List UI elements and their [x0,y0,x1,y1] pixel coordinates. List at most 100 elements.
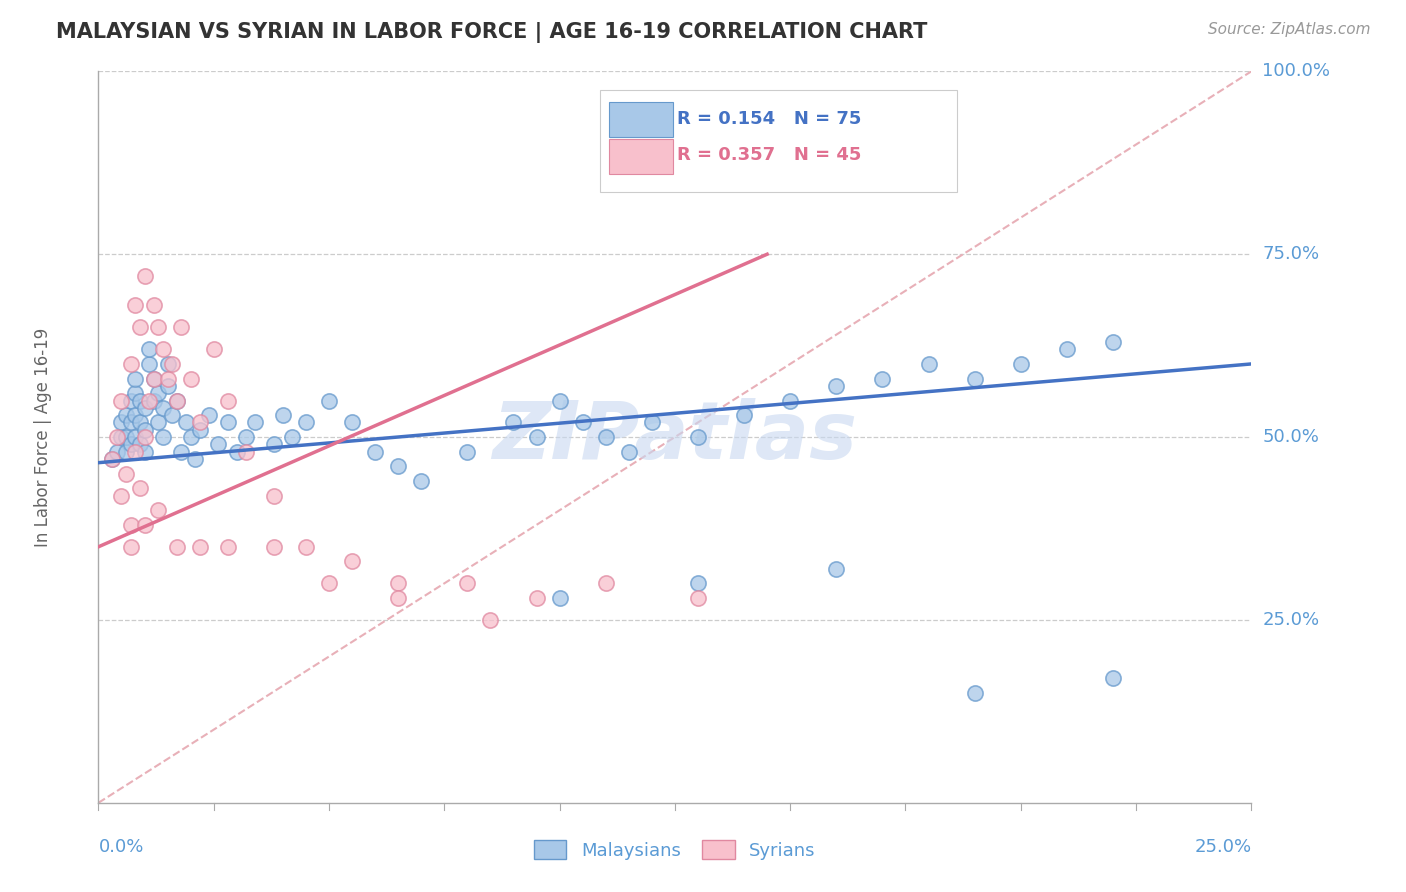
Point [479,613,502,627]
Point [387,459,409,474]
Point [148,416,170,430]
Point [502,416,524,430]
Point [202,343,225,357]
Point [963,686,986,700]
Point [138,343,160,357]
Point [245,416,267,430]
Point [134,430,156,444]
Point [281,430,304,444]
Point [387,591,409,605]
Point [129,437,152,451]
Point [110,489,132,503]
Point [235,430,257,444]
Point [124,408,146,422]
Point [120,517,142,532]
Point [142,298,165,312]
Point [120,357,142,371]
Point [170,444,193,458]
Point [166,393,188,408]
Point [152,343,174,357]
Point [526,430,548,444]
Point [134,517,156,532]
Point [595,430,617,444]
Point [166,540,188,554]
Point [120,393,142,408]
Point [124,298,146,312]
Legend: Malaysians, Syrians: Malaysians, Syrians [527,833,823,867]
Point [318,393,340,408]
Text: MALAYSIAN VS SYRIAN IN LABOR FORCE | AGE 16-19 CORRELATION CHART: MALAYSIAN VS SYRIAN IN LABOR FORCE | AGE… [56,22,928,44]
Point [138,393,160,408]
Text: R = 0.357   N = 45: R = 0.357 N = 45 [678,146,862,164]
Point [134,401,156,415]
Point [411,474,433,488]
Point [340,554,363,568]
Point [134,423,156,437]
Point [963,371,986,385]
Text: 75.0%: 75.0% [1263,245,1320,263]
Point [207,437,229,451]
Point [120,416,142,430]
Point [105,430,128,444]
Point [235,444,257,458]
Point [180,371,202,385]
Point [263,540,285,554]
Point [120,540,142,554]
Point [174,416,197,430]
Point [225,444,247,458]
Point [548,393,571,408]
Point [156,357,179,371]
Text: ZIPatlas: ZIPatlas [492,398,858,476]
Text: In Labor Force | Age 16-19: In Labor Force | Age 16-19 [34,327,52,547]
Text: R = 0.154   N = 75: R = 0.154 N = 75 [678,110,862,128]
Point [917,357,939,371]
Point [156,379,179,393]
Point [115,467,138,481]
Point [152,401,174,415]
Point [148,320,170,334]
Text: Source: ZipAtlas.com: Source: ZipAtlas.com [1208,22,1371,37]
Point [263,437,285,451]
Point [160,357,183,371]
Point [115,430,138,444]
Text: 25.0%: 25.0% [1263,611,1320,629]
Point [686,591,709,605]
Point [120,437,142,451]
Point [318,576,340,591]
Point [129,481,152,495]
Point [217,416,239,430]
Point [180,430,202,444]
Point [340,416,363,430]
Point [156,371,179,385]
Point [456,576,478,591]
Point [456,444,478,458]
Point [641,416,664,430]
Point [124,430,146,444]
Point [571,416,593,430]
Point [148,386,170,401]
Point [124,444,146,458]
Point [124,386,146,401]
Point [101,452,124,467]
Point [142,371,165,385]
Point [548,591,571,605]
Point [188,423,211,437]
Point [152,430,174,444]
Point [271,408,294,422]
Point [148,503,170,517]
Point [129,320,152,334]
FancyBboxPatch shape [600,90,957,192]
Point [595,576,617,591]
Point [198,408,221,422]
Point [134,444,156,458]
Point [142,393,165,408]
Point [825,562,848,576]
Text: 50.0%: 50.0% [1263,428,1319,446]
Point [184,452,207,467]
Point [217,393,239,408]
Point [110,393,132,408]
Point [129,393,152,408]
Point [263,489,285,503]
Point [142,371,165,385]
Point [105,444,128,458]
